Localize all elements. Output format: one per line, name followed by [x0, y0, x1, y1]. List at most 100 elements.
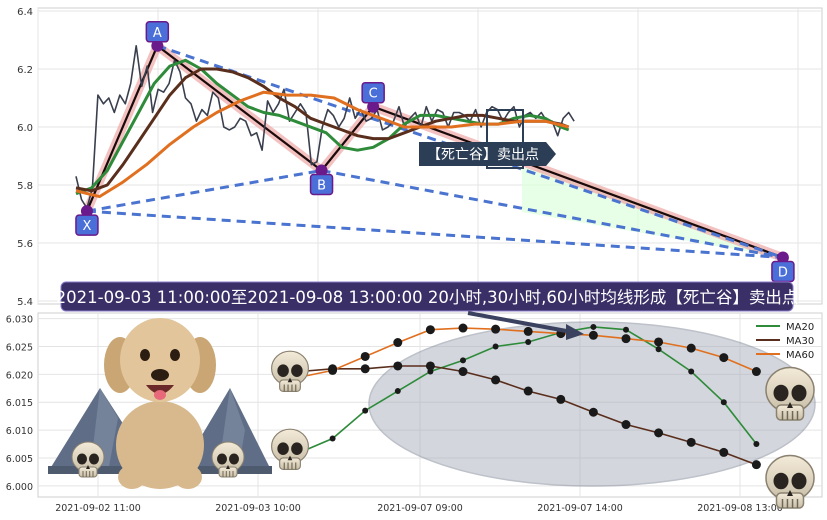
bottom-point-ma60	[491, 324, 501, 334]
top-series-price	[75, 44, 575, 209]
marker-dot-x	[80, 205, 93, 218]
bottom-y-tick-label: 6.010	[6, 426, 33, 437]
bottom-x-tick-label: 2021-09-07 14:00	[537, 503, 623, 514]
marker-box-b	[309, 173, 334, 196]
top-y-tick-label: 5.8	[17, 181, 33, 192]
bottom-point-ma30	[588, 407, 598, 417]
bottom-point-ma60	[751, 367, 761, 377]
bottom-point-ma30	[360, 364, 370, 374]
marker-box-a	[145, 21, 170, 43]
bottom-x-ticks: 2021-09-02 11:00 2021-09-03 10:00 2021-09-…	[55, 503, 783, 514]
bottom-x-tick-label: 2021-09-03 10:00	[215, 503, 301, 514]
bottom-y-tick-label: 6.005	[6, 454, 33, 465]
bottom-point-ma60	[523, 326, 533, 336]
legend-label-ma60: MA60	[786, 350, 814, 361]
marker-label-c: C	[369, 87, 378, 102]
top-panel: 5.4 5.6 5.8 6.0 6.2 6.4 【死亡谷】卖出点 A B C X D	[17, 7, 823, 308]
dog-nose	[151, 369, 169, 381]
pointer-arrow-shaft	[467, 311, 573, 334]
dog-tongue	[154, 390, 166, 400]
marker-dot-a	[151, 39, 164, 52]
top-y-ticks: 5.4 5.6 5.8 6.0 6.2 6.4	[17, 7, 33, 308]
legend-label-ma20: MA20	[786, 322, 814, 333]
skull-icon	[765, 454, 815, 509]
bottom-point-ma20	[460, 357, 466, 364]
marker-dot-c	[367, 100, 380, 113]
sell-point-callout: 【死亡谷】卖出点	[419, 142, 556, 166]
pointer-arrow	[467, 311, 584, 340]
bottom-point-ma20	[362, 407, 369, 414]
bottom-point-ma20	[492, 343, 499, 350]
skull-icon	[211, 441, 245, 478]
skull-icon	[765, 366, 815, 421]
bottom-point-ma20	[590, 323, 597, 330]
bottom-point-ma20	[525, 338, 532, 345]
bottom-point-ma60	[393, 338, 403, 348]
legend: MA20 MA30 MA60	[756, 322, 814, 361]
marker-box-x	[75, 214, 99, 236]
skull-icon	[271, 350, 309, 392]
bottom-point-ma30	[654, 428, 664, 438]
top-y-tick-label: 6.0	[17, 123, 33, 134]
bottom-point-ma20	[623, 326, 629, 333]
callout-text: 【死亡谷】卖出点	[427, 147, 539, 163]
bottom-point-ma30	[458, 367, 468, 377]
marker-dot-d	[776, 251, 789, 264]
marker-label-b: B	[317, 179, 326, 194]
dog-paw-right	[174, 465, 202, 489]
skull-decorations	[71, 350, 815, 509]
bottom-point-ma20	[753, 441, 760, 448]
bottom-point-ma60	[719, 353, 729, 363]
dog-head	[120, 318, 200, 402]
pattern-dashed-line	[86, 209, 784, 259]
pattern-dashed-line	[86, 169, 322, 213]
pointer-arrow-head	[566, 324, 584, 340]
bottom-y-tick-label: 6.000	[6, 482, 33, 493]
bottom-point-ma30	[621, 420, 631, 430]
bottom-point-ma60	[425, 325, 435, 335]
bottom-point-ma20	[655, 346, 662, 353]
bottom-point-ma20	[720, 399, 727, 406]
bottom-point-ma30	[393, 361, 403, 371]
bottom-point-ma30	[491, 375, 501, 385]
bottom-x-tick-label: 2021-09-08 13:00	[697, 503, 783, 514]
bottom-point-ma60	[621, 334, 631, 344]
pattern-markers: A B C X D	[75, 21, 795, 283]
signal-box	[486, 109, 524, 169]
bottom-point-ma20	[688, 368, 695, 375]
legend-label-ma30: MA30	[786, 336, 814, 347]
banner: 2021-09-03 11:00:00至2021-09-08 13:00:00 …	[56, 281, 798, 312]
marker-box-c	[361, 81, 385, 104]
bottom-point-ma60	[458, 323, 468, 333]
dog-illustration	[104, 318, 216, 489]
bottom-x-tick-label: 2021-09-07 09:00	[377, 503, 463, 514]
top-y-tick-label: 6.2	[17, 65, 33, 76]
bottom-point-ma60	[588, 330, 598, 340]
bottom-point-ma60	[328, 365, 338, 375]
bottom-point-ma60	[686, 343, 696, 353]
valley-ellipse	[368, 321, 816, 487]
callout-shape	[419, 142, 556, 166]
dog-paw-left	[118, 465, 146, 489]
banner-box	[60, 281, 794, 312]
top-series-ma30	[75, 67, 570, 193]
bottom-point-ma30	[686, 437, 696, 447]
bottom-series	[295, 323, 761, 470]
bottom-y-ticks: 6.000 6.005 6.010 6.015 6.020 6.025 6.030	[6, 315, 33, 493]
bottom-point-ma20	[394, 388, 401, 395]
pattern-dashed-line	[321, 169, 784, 259]
bottom-point-ma30	[751, 460, 761, 470]
bottom-point-ma20	[329, 435, 336, 442]
skull-icon	[71, 441, 105, 478]
dog-mouth	[146, 385, 174, 394]
trend-line	[156, 44, 323, 172]
bottom-point-ma30	[719, 447, 729, 457]
bottom-y-tick-label: 6.015	[6, 398, 33, 409]
bottom-point-ma30	[556, 394, 566, 404]
top-y-tick-label: 5.6	[17, 239, 33, 250]
bottom-point-ma60	[360, 351, 370, 361]
bottom-point-ma60	[654, 337, 664, 347]
bottom-x-tick-label: 2021-09-02 11:00	[55, 503, 141, 514]
bottom-y-tick-label: 6.030	[6, 315, 33, 326]
